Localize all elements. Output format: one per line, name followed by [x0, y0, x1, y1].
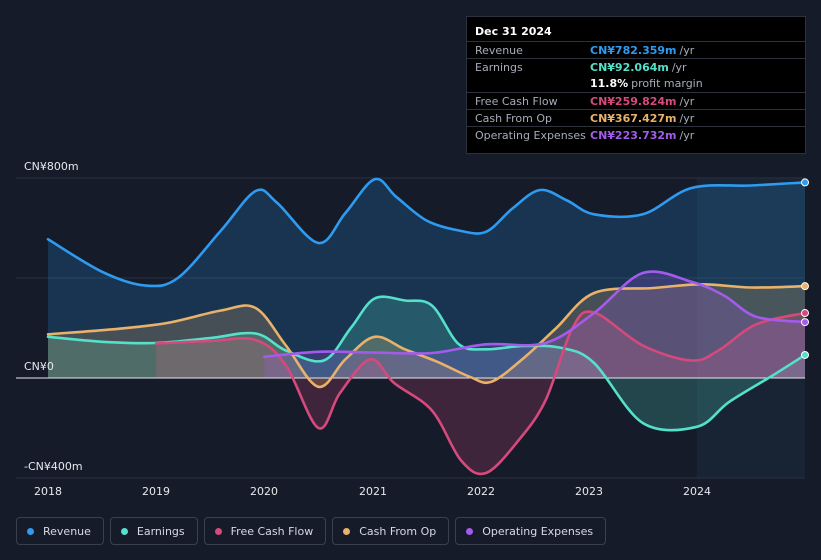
legend-label: Earnings [136, 524, 185, 538]
tooltip-row-revenue: Revenue CN¥782.359m/yr [467, 41, 805, 59]
revenue-line [46, 177, 807, 288]
operating-expenses-area [264, 271, 805, 378]
earnings-line [46, 295, 807, 432]
free-cash-flow-line [154, 310, 807, 476]
tooltip-label: Free Cash Flow [475, 95, 558, 108]
earnings-area [48, 296, 805, 431]
legend-dot-icon [27, 527, 34, 535]
legend-item-operating-expenses[interactable]: Operating Expenses [455, 517, 607, 545]
cash-from-op-area [48, 284, 805, 387]
legend-item-cash-from-op[interactable]: Cash From Op [332, 517, 450, 545]
revenue-end-marker [801, 178, 809, 187]
tooltip-label: Earnings [475, 61, 523, 74]
x-tick-label: 2022 [467, 485, 495, 498]
tooltip-profit-margin: 11.8% profit margin [590, 77, 703, 90]
legend-item-revenue[interactable]: Revenue [16, 517, 104, 545]
tooltip-label: Cash From Op [475, 112, 553, 125]
legend-item-earnings[interactable]: Earnings [109, 517, 198, 545]
legend-label: Operating Expenses [482, 524, 594, 538]
tooltip-date: Dec 31 2024 [475, 25, 552, 38]
tooltip-label: Revenue [475, 44, 523, 57]
y-tick-label: CN¥0 [24, 360, 54, 373]
legend-item-free-cash-flow[interactable]: Free Cash Flow [203, 517, 327, 545]
tooltip-value: CN¥259.824m/yr [590, 95, 695, 108]
tooltip-value: CN¥367.427m/yr [590, 112, 695, 125]
x-tick-label: 2024 [683, 485, 711, 498]
tooltip-row-margin: 11.8% profit margin [467, 75, 805, 92]
x-tick-label: 2020 [250, 485, 278, 498]
operating-expenses-end-marker [801, 318, 809, 327]
earnings-end-marker [801, 350, 809, 359]
x-tick-label: 2019 [142, 485, 170, 498]
x-tick-label: 2023 [575, 485, 603, 498]
tooltip-value: CN¥92.064m/yr [590, 61, 687, 74]
legend-dot-icon [343, 527, 351, 535]
operating-expenses-line [263, 270, 807, 359]
tooltip-row-cfo: Cash From Op CN¥367.427m/yr [467, 109, 805, 127]
data-tooltip: Dec 31 2024 Revenue CN¥782.359m/yr Earni… [466, 16, 806, 154]
tooltip-value: CN¥782.359m/yr [590, 44, 695, 57]
revenue-area [48, 178, 805, 378]
tooltip-row-earnings: Earnings CN¥92.064m/yr [467, 58, 805, 76]
legend-label: Free Cash Flow [230, 524, 314, 538]
tooltip-row-opex: Operating Expenses CN¥223.732m/yr [467, 126, 805, 144]
cash-from-op-end-marker [801, 282, 809, 291]
y-tick-label: CN¥800m [24, 160, 79, 173]
legend-dot-icon [214, 527, 222, 535]
tooltip-value: CN¥223.732m/yr [590, 129, 695, 142]
legend-dot-icon [466, 527, 474, 535]
x-tick-label: 2021 [359, 485, 387, 498]
legend-dot-icon [120, 527, 128, 535]
y-tick-label: -CN¥400m [24, 460, 83, 473]
chart-legend: Revenue Earnings Free Cash Flow Cash Fro… [16, 517, 607, 547]
free-cash-flow-area [156, 311, 806, 474]
legend-label: Revenue [43, 524, 91, 538]
x-tick-label: 2018 [34, 485, 62, 498]
tooltip-label: Operating Expenses [475, 129, 586, 142]
free-cash-flow-end-marker [801, 309, 809, 318]
tooltip-row-fcf: Free Cash Flow CN¥259.824m/yr [467, 92, 805, 110]
legend-label: Cash From Op [359, 524, 437, 538]
